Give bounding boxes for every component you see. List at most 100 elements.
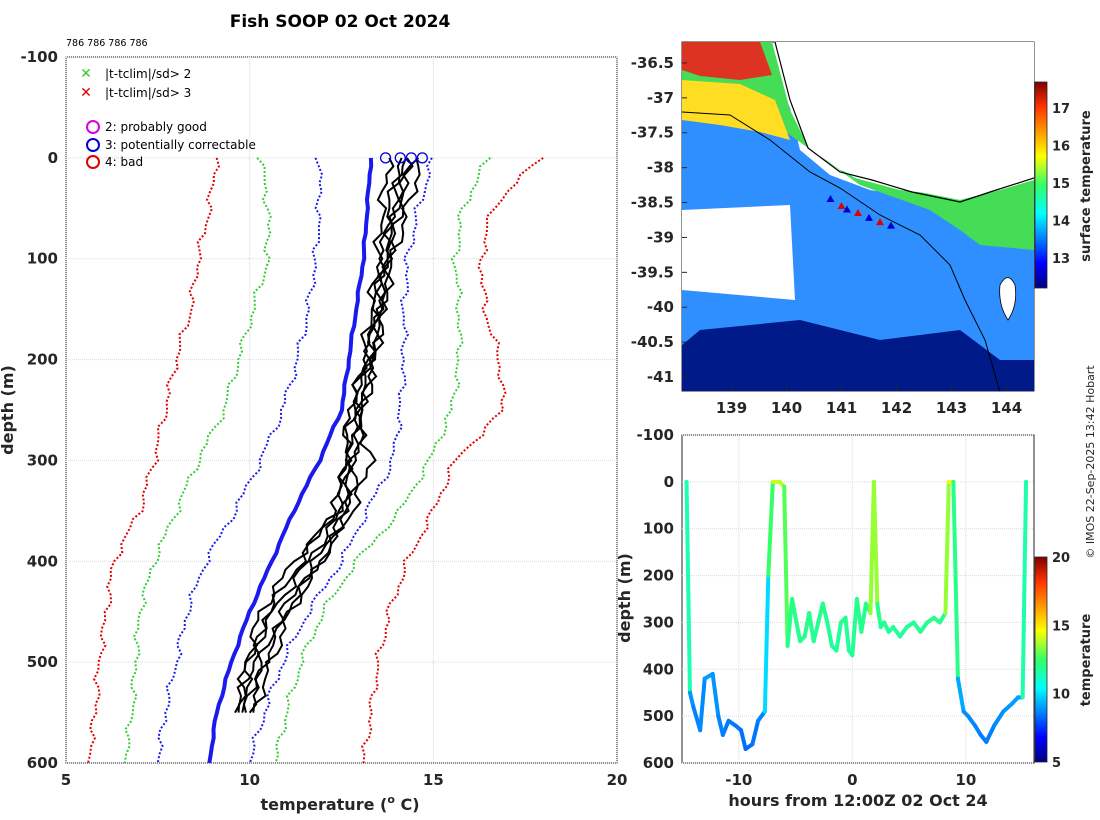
map-ytick: -40.5 <box>631 333 674 351</box>
legend-x-red-icon: ✕ <box>80 85 92 101</box>
copyright-text: © IMOS 22-Sep-2025 13:42 Hobart <box>1084 365 1097 559</box>
map-xtick: 140 <box>771 399 802 417</box>
depth-time-segment <box>785 597 795 648</box>
depth-time-segment <box>766 479 775 578</box>
climatology-line <box>361 157 544 763</box>
map-ytick: -39 <box>647 228 674 246</box>
depth-time-colorbar-tick: 15 <box>1052 619 1070 634</box>
map-ticks: 139 140 141 142 143 144 -36.5 -37 -37.5 -38 -38.5 -… <box>631 54 1022 417</box>
map-xtick: 141 <box>826 399 857 417</box>
map-ytick: -36.5 <box>631 54 674 72</box>
map-colorbar-tick: 13 <box>1052 252 1070 267</box>
map-xtick: 139 <box>716 399 747 417</box>
sst-yellow-patch <box>682 80 790 140</box>
observed-profile-line <box>252 157 414 713</box>
depth-time-segment <box>811 620 821 644</box>
depth-time-ytick: 0 <box>664 473 674 491</box>
depth-time-segment <box>871 479 880 606</box>
profile-ytick: 200 <box>27 351 58 369</box>
depth-time-segment <box>850 597 859 658</box>
map-ytick: -37.5 <box>631 124 674 142</box>
track-marker <box>854 209 862 217</box>
depth-time-xlabel: hours from 12:00Z 02 Oct 24 <box>728 791 987 810</box>
depth-time-segment <box>984 723 997 744</box>
track-marker <box>887 221 895 229</box>
legend-label-1: |t-tclim|/sd> 3 <box>105 86 191 100</box>
profile-ytick: 300 <box>27 451 58 469</box>
map-colorbar-label: surface temperature <box>1079 110 1094 262</box>
observed-profile-line <box>241 157 407 713</box>
track-marker <box>843 205 851 213</box>
legend-label-4: 4: bad <box>105 155 143 169</box>
map-colorbar-tick: 17 <box>1052 102 1070 117</box>
depth-time-ytick: -100 <box>636 426 674 444</box>
map-ytick: -41 <box>647 368 674 386</box>
depth-time-colorbar <box>1034 556 1048 763</box>
depth-time-segment <box>992 709 1006 728</box>
depth-time-segment <box>843 615 851 653</box>
depth-time-segment <box>1020 479 1029 700</box>
depth-time-segment <box>790 597 798 620</box>
depth-time-ytick: 300 <box>643 613 674 631</box>
depth-time-segment <box>687 690 696 709</box>
depth-time-segment <box>820 601 830 625</box>
legend-label-3: 3: potentially correctable <box>105 138 256 152</box>
profile-xtick: 20 <box>607 771 628 789</box>
depth-time-segment <box>951 479 960 681</box>
sst-warm-band <box>682 42 1034 250</box>
sst-heatmap <box>682 42 1034 391</box>
depth-time-segment <box>943 479 951 616</box>
depth-time-colorbar-label: temperature <box>1079 614 1094 707</box>
legend-x-green-icon: ✕ <box>80 66 92 82</box>
depth-time-colorbar-tick: 20 <box>1052 551 1070 566</box>
profile-ytick: 100 <box>27 250 58 268</box>
map-colorbar-tick: 15 <box>1052 177 1070 192</box>
profile-xtick: 15 <box>423 771 444 789</box>
depth-time-segment <box>750 718 761 747</box>
profile-gridlines <box>65 56 618 764</box>
surface-qc-marker <box>379 152 392 164</box>
depth-time-segment <box>955 676 966 714</box>
profile-ytick: 400 <box>27 552 58 570</box>
depth-time-series <box>684 479 1029 751</box>
climatology-line <box>123 157 272 763</box>
sst-land <box>775 42 1034 200</box>
depth-time-segment <box>859 601 868 634</box>
map-ytick: -38.5 <box>631 194 674 212</box>
depth-time-colorbar-ticks: 5 10 15 20 <box>1052 551 1070 771</box>
climatology-line <box>87 157 221 763</box>
profile-ytick: 600 <box>27 754 58 772</box>
depth-time-segment <box>762 573 771 714</box>
profile-xtick: 5 <box>61 771 71 789</box>
sst-island <box>999 277 1017 321</box>
observed-profile-line <box>236 157 395 713</box>
depth-time-segment <box>710 671 721 719</box>
sst-cold-patch <box>682 320 1034 391</box>
map-ytick: -38 <box>647 159 674 177</box>
legend-circle-magenta-icon <box>86 120 100 134</box>
depth-time-segment <box>720 718 731 737</box>
map-ytick: -40 <box>647 298 674 316</box>
profile-lines <box>87 152 544 763</box>
depth-time-ytick: 500 <box>643 707 674 725</box>
surface-qc-marker <box>416 152 428 164</box>
depth-time-xtick: 0 <box>847 771 857 789</box>
profile-xlabel: temperature (o C) <box>260 793 419 814</box>
map-colorbar-tick: 16 <box>1052 140 1070 155</box>
profile-ylabel: depth (m) <box>0 365 17 455</box>
observed-profile-line <box>234 157 421 714</box>
legend-label-0: |t-tclim|/sd> 2 <box>105 67 191 81</box>
track-marker <box>865 213 873 221</box>
sst-coastline <box>774 42 1034 203</box>
depth-time-ytick: 400 <box>643 660 674 678</box>
legend-label-2: 2: probably good <box>105 120 207 134</box>
climatology-line <box>274 157 492 763</box>
map-ytick: -39.5 <box>631 263 674 281</box>
depth-time-xtick: -10 <box>725 771 752 789</box>
legend-circle-blue-icon <box>86 138 100 152</box>
profile-ytick: 0 <box>48 149 58 167</box>
depth-time-segment <box>739 728 748 751</box>
climatology-line <box>156 157 324 763</box>
map-xtick: 144 <box>991 399 1022 417</box>
